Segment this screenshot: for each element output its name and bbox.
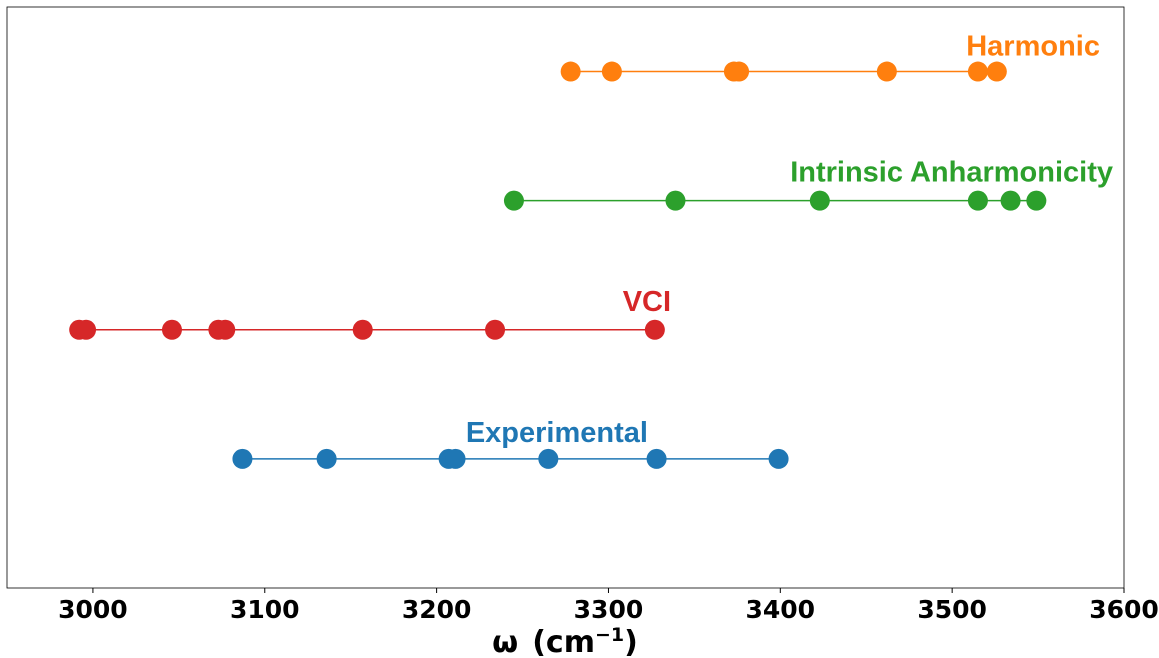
series-vci [69,319,665,340]
data-point [232,448,253,469]
data-point [967,190,988,211]
x-tick-label: 3500 [917,595,987,624]
data-point [967,61,988,82]
data-point [809,190,830,211]
series-layer [69,61,1047,469]
x-tick-label: 3600 [1089,595,1159,624]
series-intrinsic-anharmonicity [503,190,1047,211]
data-point [560,61,581,82]
x-tick-label: 3100 [230,595,300,624]
plot-frame [6,6,1125,589]
x-tick-label: 3300 [574,595,644,624]
x-tick-label: 3000 [58,595,128,624]
data-point [601,61,622,82]
data-point [76,319,97,340]
x-tick-label: 3200 [402,595,472,624]
data-point [161,319,182,340]
data-point [215,319,236,340]
data-point [768,448,789,469]
data-point [665,190,686,211]
series-label: Experimental [466,417,648,449]
series-label: VCI [623,286,671,318]
data-point [1000,190,1021,211]
x-axis: 3000 3100 3200 3300 3400 3500 3600 [58,588,1159,624]
data-point [729,61,750,82]
data-point [646,448,667,469]
x-axis-label: ω (cm−1) [492,624,638,658]
series-label: Harmonic [966,31,1100,63]
x-tick-label: 3400 [746,595,816,624]
series-experimental [232,448,789,469]
data-point [876,61,897,82]
data-point [485,319,506,340]
data-point [352,319,373,340]
data-point [538,448,559,469]
data-point [986,61,1007,82]
data-point [445,448,466,469]
data-point [503,190,524,211]
series-harmonic [560,61,1007,82]
data-point [1026,190,1047,211]
data-point [316,448,337,469]
data-point [644,319,665,340]
series-label: Intrinsic Anharmonicity [790,157,1113,189]
series-labels: Harmonic Intrinsic Anharmonicity VCI Experi… [466,31,1113,449]
